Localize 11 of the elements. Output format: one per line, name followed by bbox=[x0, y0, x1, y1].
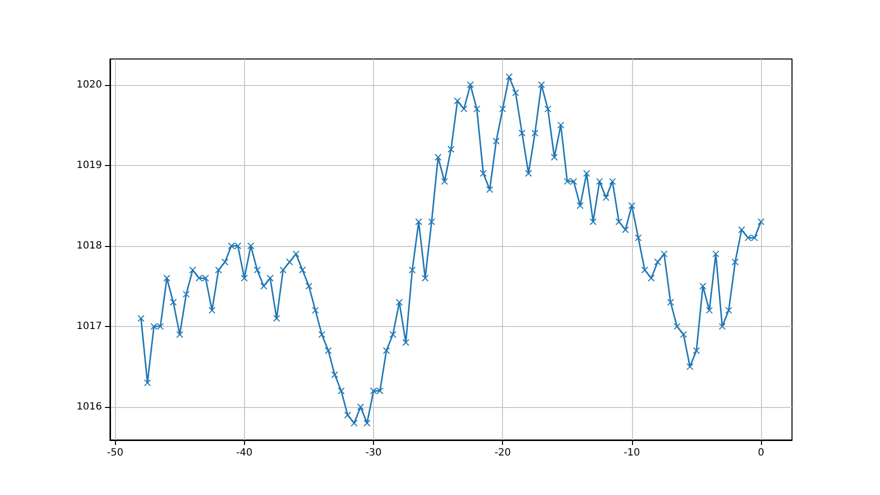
y-tick-label: 1017 bbox=[76, 320, 102, 332]
x-tick-label: 0 bbox=[758, 448, 764, 458]
y-tick-label: 1020 bbox=[76, 79, 102, 90]
x-tick-label: -10 bbox=[624, 448, 640, 458]
y-tick-label: 1016 bbox=[76, 401, 102, 412]
x-tick-label: -30 bbox=[365, 448, 382, 458]
y-tick-label: 1018 bbox=[76, 240, 102, 252]
x-tick-label: -20 bbox=[494, 448, 511, 458]
x-tick-label: -50 bbox=[106, 448, 124, 458]
x-tick-label: -40 bbox=[236, 448, 253, 458]
y-tick-label: 1019 bbox=[76, 160, 102, 171]
